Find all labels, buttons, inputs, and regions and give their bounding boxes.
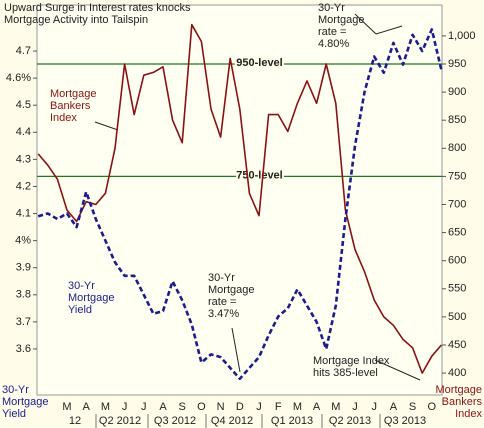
y2-tick-label: 600 — [448, 255, 466, 267]
y2-tick-label: 650 — [448, 226, 466, 238]
x-tick-label: S — [409, 401, 416, 413]
annotation: 30-Yr Mortgage rate = 3.47% — [208, 272, 255, 320]
annotation-arrow — [375, 25, 403, 35]
y-tick-label: 4.4 — [16, 126, 31, 138]
y-tick-label: 4.1 — [16, 207, 31, 219]
y2-axis-label: Mortgage Bankers Index — [435, 384, 482, 420]
quarter-label: 12 — [69, 415, 81, 427]
series-label: 30-Yr Mortgage Yield — [68, 280, 115, 316]
y2-tick-label: 750 — [448, 170, 466, 182]
y2-tick-label: 700 — [448, 198, 466, 210]
x-tick-label: O — [428, 401, 437, 413]
y2-tick-label: 500 — [448, 311, 466, 323]
x-tick-label: A — [83, 401, 91, 413]
y2-tick-label: 1,000 — [448, 30, 476, 42]
x-tick-label: A — [390, 401, 398, 413]
y-tick-label: 4.2 — [16, 180, 31, 192]
x-tick-label: S — [179, 401, 186, 413]
chart-title: Upward Surge in Interest rates knocks Mo… — [4, 2, 191, 26]
y-tick-label: 3.9 — [16, 262, 31, 274]
x-tick-label: A — [313, 401, 321, 413]
x-tick-label: A — [159, 401, 167, 413]
series-line — [37, 28, 443, 381]
y2-tick-label: 800 — [448, 142, 466, 154]
y-axis-label: 30-Yr Mortgage Yield — [2, 384, 49, 420]
series-line — [37, 23, 443, 374]
x-tick-label: J — [371, 401, 377, 413]
plot-frame — [36, 4, 443, 396]
y-tick-label: 4.3 — [16, 153, 31, 165]
y-tick-label: 4.7 — [16, 45, 31, 57]
x-tick-label: D — [236, 401, 244, 413]
reference-label: 950-level — [236, 57, 282, 69]
y-tick-label: 3.6 — [16, 343, 31, 355]
annotation: 30-Yr Mortgage rate = 4.80% — [318, 2, 365, 50]
y-tick-label: 3.7 — [16, 316, 31, 328]
y2-tick-label: 450 — [448, 339, 466, 351]
annotation-arrow — [374, 359, 421, 381]
x-tick-label: J — [256, 401, 262, 413]
quarter-label: Q2 2013 — [329, 415, 371, 427]
x-tick-label: J — [141, 401, 147, 413]
y-tick-label: 4% — [15, 235, 31, 247]
x-tick-label: N — [217, 401, 225, 413]
y-tick-label: 3.8 — [16, 289, 31, 301]
annotation-arrow — [231, 327, 241, 373]
x-tick-label: O — [197, 401, 206, 413]
quarter-label: Q3 2012 — [154, 415, 196, 427]
quarter-label: Q4 2012 — [211, 415, 253, 427]
x-tick-label: J — [352, 401, 358, 413]
y-tick-label: 4.6% — [6, 72, 31, 84]
quarter-label: Q1 2013 — [271, 415, 313, 427]
x-tick-label: M — [101, 401, 110, 413]
x-tick-label: J — [122, 401, 128, 413]
x-tick-label: M — [331, 401, 340, 413]
annotation-arrow — [94, 121, 119, 131]
quarter-label: Q2 2012 — [99, 415, 141, 427]
y2-tick-label: 550 — [448, 283, 466, 295]
reference-label: 750-level — [236, 169, 282, 181]
x-tick-label: M — [293, 401, 302, 413]
series-label: Mortgage Bankers Index — [50, 88, 97, 124]
quarter-label: Q3 2013 — [384, 415, 426, 427]
annotation: Mortgage Index hits 385-level — [313, 355, 390, 379]
x-tick-label: F — [275, 401, 282, 413]
y2-tick-label: 900 — [448, 86, 466, 98]
x-tick-label: M — [62, 401, 71, 413]
y2-tick-label: 400 — [448, 367, 466, 379]
annotation-arrow — [354, 13, 377, 35]
y-tick-label: 4.5 — [16, 99, 31, 111]
y2-tick-label: 950 — [448, 58, 466, 70]
y2-tick-label: 850 — [448, 114, 466, 126]
